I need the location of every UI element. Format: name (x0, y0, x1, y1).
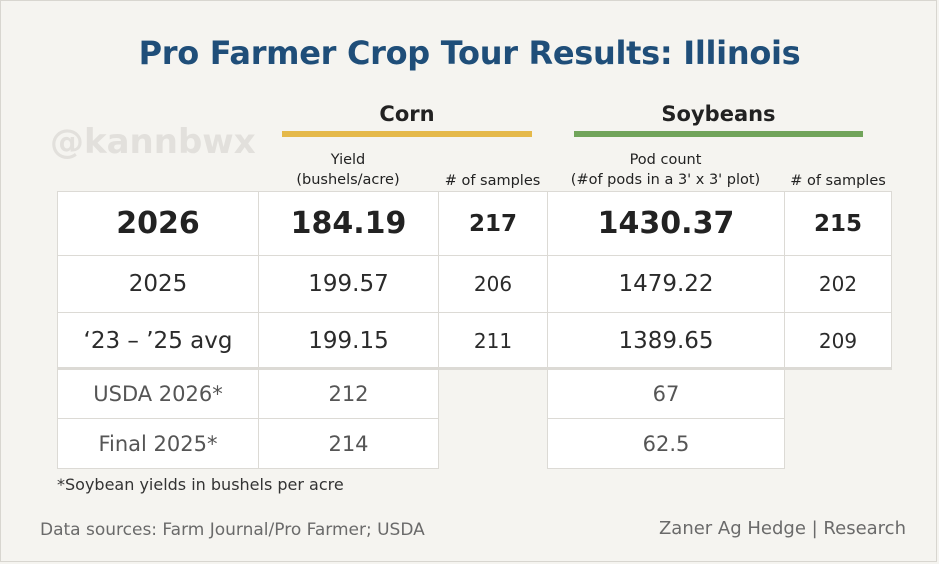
data-source: Data sources: Farm Journal/Pro Farmer; U… (40, 520, 425, 540)
watermark: @kannbwx (50, 122, 256, 162)
corn-yield-cell: 199.15 (258, 312, 439, 369)
corn-samples-cell: 217 (438, 191, 548, 256)
col-head-corn-yield-line1: Yield (330, 152, 366, 168)
soybeans-group-label: Soybeans (661, 102, 776, 126)
col-head-corn-yield-line2: (bushels/acre) (296, 172, 400, 188)
usda-row-label-cell: Final 2025* (57, 418, 259, 469)
soy-samples-cell: 209 (784, 312, 892, 369)
soybeans-group-bar (574, 131, 863, 137)
usda-corn-cell: 212 (258, 369, 439, 419)
usda-corn-cell: 214 (258, 418, 439, 469)
corn-samples-cell: 206 (438, 255, 548, 313)
corn-yield-cell: 184.19 (258, 191, 439, 256)
soy-pods-cell: 1389.65 (547, 312, 785, 369)
col-head-soy-pods-line2: (#of pods in a 3' x 3' plot) (570, 172, 761, 188)
col-head-soy-samples: # of samples (790, 173, 886, 189)
col-head-soy-pods: Pod count (#of pods in a 3' x 3' plot) (547, 150, 784, 190)
corn-group-label: Corn (379, 102, 435, 126)
corn-samples-cell: 211 (438, 312, 548, 369)
usda-soy-cell: 67 (547, 369, 785, 419)
credit: Zaner Ag Hedge | Research (658, 518, 906, 539)
soy-samples-cell: 215 (784, 191, 892, 256)
corn-group-bar (282, 131, 532, 137)
usda-soy-cell: 62.5 (547, 418, 785, 469)
page-title: Pro Farmer Crop Tour Results: Illinois (138, 34, 801, 72)
col-head-corn-samples: # of samples (444, 173, 541, 189)
soy-pods-cell: 1430.37 (547, 191, 785, 256)
row-label-cell: ‘23 – ’25 avg (57, 312, 259, 369)
corn-yield-cell: 199.57 (258, 255, 439, 313)
col-head-soy-pods-line1: Pod count (629, 152, 702, 168)
col-head-corn-yield: Yield (bushels/acre) (258, 150, 438, 190)
row-label-cell: 2026 (57, 191, 259, 256)
soy-samples-cell: 202 (784, 255, 892, 313)
table-separator (57, 367, 892, 370)
soy-pods-cell: 1479.22 (547, 255, 785, 313)
footnote: *Soybean yields in bushels per acre (57, 475, 344, 494)
row-label-cell: 2025 (57, 255, 259, 313)
usda-row-label-cell: USDA 2026* (57, 369, 259, 419)
